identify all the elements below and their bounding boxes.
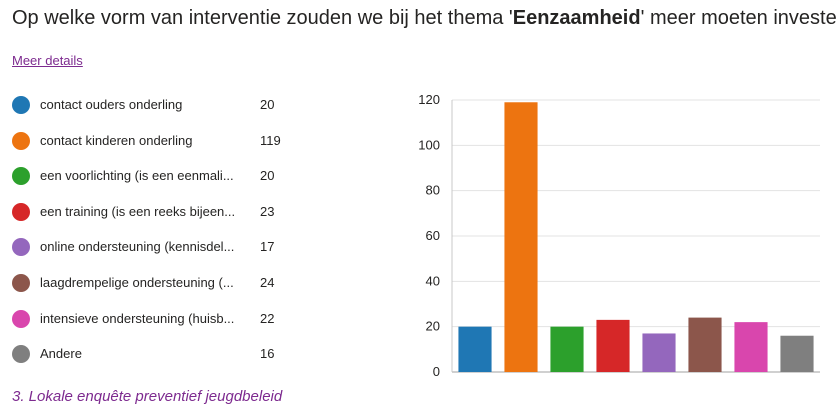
legend-label: een training (is een reeks bijeen...	[40, 203, 236, 219]
legend-item[interactable]: Andere 16	[12, 343, 302, 379]
bar-6[interactable]	[688, 317, 722, 372]
bar-1[interactable]	[458, 326, 492, 372]
legend-count: 24	[260, 274, 275, 290]
legend-color-dot	[12, 167, 30, 186]
more-details-link[interactable]: Meer details	[12, 53, 83, 68]
legend-item[interactable]: online ondersteuning (kennisdel... 17	[12, 236, 302, 272]
bar-8[interactable]	[780, 335, 814, 372]
legend-item[interactable]: laagdrempelige ondersteuning (... 24	[12, 272, 302, 308]
legend-color-dot	[12, 96, 30, 114]
legend-count: 23	[260, 203, 275, 219]
legend-count: 20	[260, 97, 275, 112]
legend-color-dot	[12, 202, 30, 221]
legend-color-dot	[12, 345, 30, 364]
question-title: Op welke vorm van interventie zouden we …	[12, 7, 838, 30]
legend-color-dot	[12, 238, 30, 257]
y-tick-label: 120	[418, 92, 440, 107]
legend-label: contact ouders onderling	[40, 97, 183, 112]
legend-color-dot	[12, 309, 30, 328]
legend-label: een voorlichting (is een eenmali...	[40, 168, 234, 184]
legend-label: online ondersteuning (kennisdel...	[40, 239, 235, 255]
y-tick-label: 20	[426, 319, 440, 334]
legend-count: 20	[260, 168, 275, 184]
legend-label: laagdrempelige ondersteuning (...	[40, 274, 234, 290]
bar-7[interactable]	[734, 322, 768, 372]
y-tick-label: 100	[418, 137, 440, 152]
legend-count: 17	[260, 239, 275, 255]
legend-item[interactable]: contact ouders onderling 20	[12, 94, 302, 130]
legend-label: intensieve ondersteuning (huisb...	[40, 310, 235, 326]
legend-item[interactable]: contact kinderen onderling 119	[12, 130, 302, 166]
title-prefix: Op welke vorm van interventie zouden we …	[12, 7, 513, 29]
title-suffix: ' meer moeten investeren?	[640, 7, 838, 29]
bar-3[interactable]	[550, 326, 584, 372]
source-caption: 3. Lokale enquête preventief jeugdbeleid	[12, 388, 283, 405]
bar-2[interactable]	[504, 102, 538, 372]
bar-4[interactable]	[596, 319, 630, 372]
y-tick-label: 80	[426, 183, 440, 198]
y-tick-label: 60	[426, 228, 440, 243]
legend-color-dot	[12, 273, 30, 292]
legend-label: contact kinderen onderling	[40, 132, 193, 148]
title-highlight: Eenzaamheid	[512, 7, 641, 29]
legend-label: Andere	[40, 346, 82, 362]
legend-count: 16	[260, 346, 275, 362]
legend-item[interactable]: een voorlichting (is een eenmali... 20	[12, 165, 302, 201]
legend-item[interactable]: intensieve ondersteuning (huisb... 22	[12, 308, 302, 344]
legend-color-dot	[12, 131, 30, 150]
legend-item[interactable]: een training (is een reeks bijeen... 23	[12, 201, 302, 237]
legend-count: 119	[260, 132, 281, 148]
bar-chart: 0 20 40 60 80 100 120	[418, 92, 820, 379]
y-tick-label: 40	[426, 273, 440, 288]
legend-count: 22	[260, 310, 275, 326]
chart-legend: contact ouders onderling 20 contact kind…	[12, 94, 302, 379]
bar-5[interactable]	[642, 333, 676, 372]
y-tick-label: 0	[433, 364, 440, 379]
